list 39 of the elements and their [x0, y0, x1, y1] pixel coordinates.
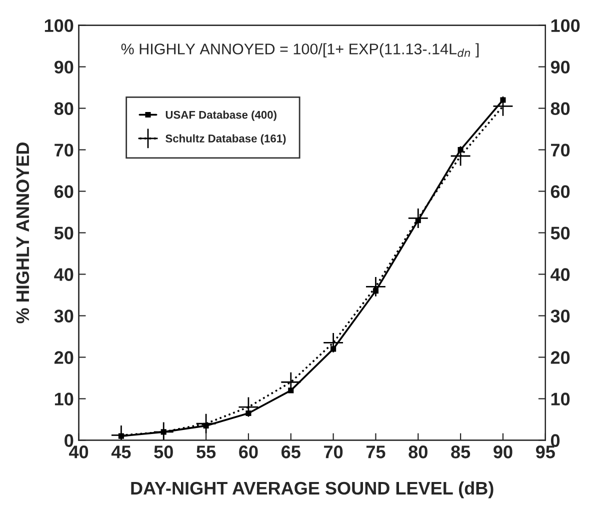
y-tick-label: 10	[54, 392, 74, 406]
x-tick-label: 90	[494, 446, 512, 458]
x-tick-label: 55	[196, 446, 216, 458]
x-tick-label: 40	[69, 446, 88, 458]
y-axis-title: % HIGHLY ANNOYED	[16, 142, 30, 324]
x-axis-title: DAY-NIGHT AVERAGE SOUND LEVEL (dB)	[131, 481, 494, 498]
y2-tick-label: 20	[550, 351, 570, 364]
y-tick-label: 30	[54, 310, 74, 322]
y2-tick-label: 100	[551, 19, 580, 32]
annotation: % HIGHLY ANNOYED = 100/[1+ EXP(11.13-.14L$_{dn}$ ]	[121, 43, 479, 58]
x-tick-label: 95	[536, 446, 555, 458]
y-tick-label: 80	[54, 102, 74, 116]
legend-label: USAF Database (400)	[166, 110, 276, 121]
x-tick-label: 45	[111, 446, 131, 458]
y-tick-label: 100	[44, 19, 74, 32]
y2-tick-label: 60	[550, 185, 570, 198]
y-tick-label: 70	[54, 144, 74, 156]
y2-tick-label: 40	[550, 268, 570, 281]
y2-tick-label: 80	[550, 102, 570, 116]
x-tick-label: 65	[282, 446, 300, 458]
y2-tick-label: 0	[550, 434, 560, 447]
x-tick-label: 80	[408, 446, 428, 458]
y-tick-label: 60	[54, 185, 74, 198]
legend-label: Schultz Database (161)	[166, 134, 286, 145]
y-tick-label: 20	[54, 351, 74, 364]
x-tick-label: 60	[239, 446, 258, 458]
x-tick-label: 85	[451, 446, 470, 458]
y2-tick-label: 70	[551, 144, 570, 156]
y-tick-label: 40	[54, 268, 74, 281]
y-tick-label: 0	[64, 434, 74, 447]
y2-tick-label: 50	[550, 226, 570, 240]
x-tick-label: 70	[324, 446, 343, 458]
y2-tick-label: 90	[550, 60, 570, 74]
y-tick-label: 90	[54, 60, 74, 74]
x-tick-label: 50	[154, 446, 173, 458]
y2-tick-label: 30	[550, 310, 570, 322]
y2-tick-label: 10	[551, 392, 570, 406]
y-tick-label: 50	[54, 226, 74, 240]
x-tick-label: 75	[366, 446, 386, 458]
